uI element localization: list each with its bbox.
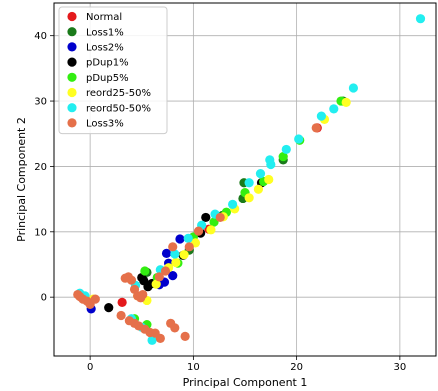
- data-point: [201, 212, 211, 223]
- data-point: [415, 14, 426, 24]
- data-point: [180, 331, 190, 341]
- data-point: [253, 184, 264, 194]
- y-tick-label: 10: [34, 227, 47, 238]
- data-point: [184, 242, 194, 252]
- x-axis-label: Principal Component 1: [183, 376, 308, 389]
- data-point: [206, 225, 216, 235]
- data-point: [329, 104, 339, 114]
- data-point: [160, 266, 171, 276]
- y-tick-label: 30: [34, 97, 47, 108]
- series-loss3-: [73, 123, 321, 343]
- data-point: [154, 272, 164, 282]
- legend-marker: [67, 87, 77, 98]
- data-point: [183, 233, 193, 243]
- data-point: [316, 111, 326, 121]
- data-point: [170, 323, 180, 333]
- data-point: [90, 294, 100, 304]
- data-point: [175, 234, 185, 244]
- data-point: [147, 335, 157, 345]
- legend-label: Loss1%: [86, 27, 124, 38]
- data-point: [161, 248, 172, 258]
- data-point: [281, 144, 291, 155]
- legend-marker: [67, 27, 77, 37]
- legend-marker: [67, 72, 77, 82]
- data-point: [215, 212, 225, 223]
- data-point: [151, 279, 161, 289]
- data-point: [126, 275, 137, 285]
- data-point: [193, 226, 204, 236]
- data-point: [228, 199, 238, 209]
- y-tick-label: 0: [41, 293, 47, 304]
- y-tick-label: 40: [34, 31, 47, 42]
- data-point: [171, 257, 181, 268]
- data-point: [341, 97, 351, 107]
- data-point: [265, 155, 275, 165]
- legend-label: pDup5%: [86, 73, 129, 84]
- y-tick-label: 20: [34, 162, 47, 173]
- legend-label: reord50-50%: [86, 103, 151, 114]
- data-point: [294, 134, 304, 144]
- data-point: [117, 297, 127, 307]
- legend: Normal Loss1% Loss2% pDup1% pDup5% reord25-50…: [58, 6, 168, 135]
- legend-marker: [67, 103, 77, 113]
- data-point: [139, 276, 149, 286]
- x-tick-label: 10: [187, 362, 200, 373]
- plot-frame: [53, 2, 437, 357]
- data-point: [348, 83, 359, 93]
- data-point: [155, 333, 165, 343]
- legend-marker: [67, 42, 77, 52]
- data-point: [170, 249, 180, 259]
- data-point: [264, 174, 274, 185]
- legend-label: Normal: [86, 12, 122, 23]
- data-point: [168, 242, 178, 252]
- x-tick-label: 30: [393, 362, 406, 373]
- y-axis-label: Principal Component 2: [15, 117, 28, 242]
- legend-label: reord25-50%: [86, 88, 151, 99]
- data-point: [168, 270, 178, 281]
- legend-marker: [67, 57, 77, 67]
- data-point: [255, 169, 266, 179]
- legend-marker: [67, 11, 77, 22]
- data-point: [244, 193, 254, 203]
- data-point: [244, 178, 254, 188]
- data-point: [104, 303, 114, 313]
- x-tick-label: 0: [87, 362, 93, 373]
- data-point: [311, 123, 321, 133]
- data-points: [73, 14, 426, 345]
- axis-ticks: 0 10 20 30 0 10 20 30 40: [34, 31, 406, 373]
- legend-marker: [67, 118, 77, 128]
- legend-label: Loss2%: [86, 43, 124, 54]
- legend-box: [58, 6, 168, 135]
- legend-label: pDup1%: [86, 58, 129, 69]
- legend-label: Loss3%: [86, 119, 124, 130]
- data-point: [140, 266, 150, 276]
- data-point: [116, 310, 126, 321]
- data-point: [138, 289, 148, 300]
- data-point: [179, 250, 189, 260]
- data-point: [278, 152, 288, 162]
- x-tick-label: 20: [290, 362, 303, 373]
